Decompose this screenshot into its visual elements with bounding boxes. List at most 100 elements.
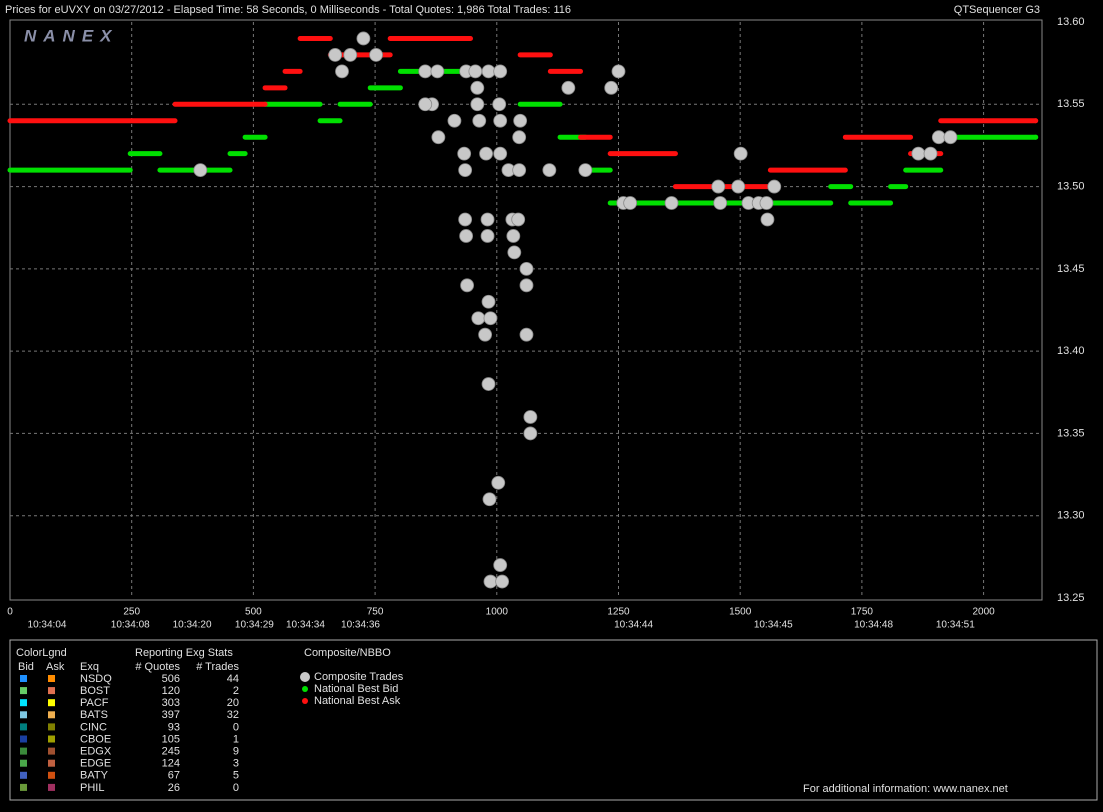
trade-point (507, 245, 522, 260)
trade-point (459, 229, 474, 243)
quote-count: 124 (162, 758, 180, 770)
ask-swatch (48, 711, 55, 719)
ask-swatch (48, 783, 55, 791)
trade-point (923, 146, 938, 161)
legend-label: National Best Ask (314, 695, 401, 707)
x-tick-label: 1750 (851, 607, 874, 618)
quote-count: 105 (162, 733, 180, 745)
y-tick-label: 13.40 (1057, 345, 1085, 357)
x-tick-label: 1250 (607, 607, 630, 618)
quote-count: 245 (162, 746, 180, 758)
exchange-name: BATY (80, 770, 109, 782)
bid-swatch (20, 759, 27, 767)
trade-point (447, 113, 462, 128)
exchange-name: PACF (80, 697, 109, 709)
x-tick-label: 1000 (486, 607, 509, 618)
trade-point (759, 196, 774, 210)
legend-label: National Best Bid (314, 683, 398, 695)
ask-swatch (48, 759, 55, 767)
bid-swatch (20, 687, 27, 695)
trade-point (356, 31, 371, 46)
trade-point (931, 130, 946, 145)
ask-swatch (48, 747, 55, 755)
bid-swatch (20, 699, 27, 707)
bid-swatch (20, 771, 27, 779)
trade-count: 1 (233, 733, 239, 745)
trade-point (506, 229, 521, 243)
page-title: Prices for eUVXY on 03/27/2012 - Elapsed… (5, 4, 571, 16)
legend-label: Composite Trades (314, 671, 404, 683)
trade-point (760, 212, 775, 227)
trade-point (493, 64, 508, 79)
trade-point (470, 80, 485, 95)
trade-point (767, 179, 782, 194)
y-tick-label: 13.30 (1057, 510, 1085, 522)
bid-header: Bid (18, 661, 34, 673)
trade-point (458, 163, 473, 178)
trade-point (578, 163, 593, 178)
exchange-name: CINC (80, 721, 107, 733)
trade-point (480, 212, 495, 227)
exchange-name: EDGE (80, 758, 111, 770)
quote-count: 303 (162, 697, 180, 709)
trade-point (561, 80, 576, 95)
trade-count: 0 (233, 782, 239, 794)
trade-point (711, 179, 726, 194)
x-tick-label: 500 (245, 607, 262, 618)
ask-swatch (48, 723, 55, 731)
trade-point (513, 113, 528, 128)
trade-count: 3 (233, 758, 239, 770)
exchange-name: PHIL (80, 782, 104, 794)
trade-point (481, 294, 496, 309)
bid-swatch (20, 747, 27, 755)
trade-point (623, 196, 638, 210)
trade-point (519, 278, 534, 293)
time-tick-label: 10:34:20 (173, 620, 212, 631)
trade-point (733, 146, 748, 161)
time-tick-label: 10:34:36 (341, 620, 380, 631)
quote-count: 397 (162, 709, 180, 721)
legend-panel (9, 639, 1098, 801)
trade-point (523, 426, 538, 441)
trade-point (491, 475, 506, 490)
bid-swatch (20, 675, 27, 682)
ask-swatch (48, 699, 55, 707)
trade-count: 5 (233, 770, 239, 782)
ask-header: Ask (46, 661, 65, 673)
trade-count: 20 (227, 697, 239, 709)
time-tick-label: 10:34:34 (286, 620, 325, 631)
trade-point (481, 64, 496, 79)
ask-swatch (48, 735, 55, 743)
logo: NANEX (24, 26, 119, 45)
trade-count: 32 (227, 709, 239, 721)
trade-point (911, 146, 926, 161)
trade-count: 0 (233, 721, 239, 733)
time-tick-label: 10:34:44 (614, 620, 653, 631)
trade-point (472, 113, 487, 128)
trade-point (493, 146, 508, 161)
trade-count: 9 (233, 746, 239, 758)
trade-point (418, 97, 433, 112)
exchange-name: CBOE (80, 733, 111, 745)
stats-title: Reporting Exg Stats (135, 647, 233, 659)
trade-point (480, 229, 495, 243)
time-tick-label: 10:34:45 (754, 620, 793, 631)
trade-point (493, 558, 508, 572)
trade-point (369, 48, 383, 62)
trade-point (470, 97, 485, 112)
quote-count: 26 (168, 782, 180, 794)
trade-point (664, 196, 679, 210)
trade-point (471, 311, 486, 326)
trade-point (468, 64, 483, 79)
time-tick-label: 10:34:29 (235, 620, 274, 631)
time-tick-label: 10:34:48 (854, 620, 893, 631)
quote-count: 67 (168, 770, 180, 782)
trade-point (511, 212, 526, 227)
trade-point (604, 80, 619, 95)
y-tick-label: 13.45 (1057, 263, 1085, 275)
plot-area (9, 19, 1043, 601)
quotes-header: # Quotes (135, 661, 180, 673)
footer: For additional information: www.nanex.ne… (803, 783, 1008, 795)
trade-point (542, 163, 557, 178)
